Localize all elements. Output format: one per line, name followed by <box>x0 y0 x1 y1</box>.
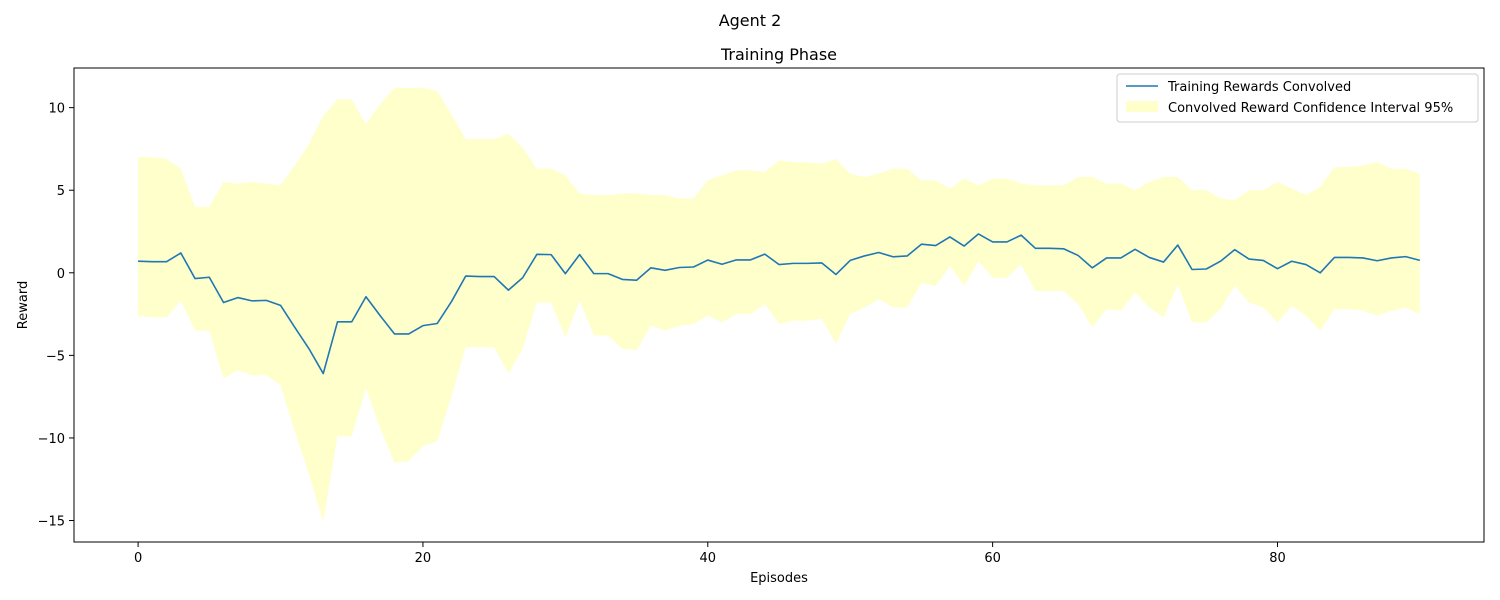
legend-entry-line: Training Rewards Convolved <box>1167 80 1351 95</box>
y-axis-ticks: −15 −10 −5 0 5 10 <box>38 102 74 530</box>
x-tick-label: 40 <box>700 551 717 566</box>
legend-entry-band: Convolved Reward Confidence Interval 95% <box>1168 101 1453 116</box>
y-tick-label: −15 <box>38 515 65 530</box>
training-rewards-line <box>138 233 1421 375</box>
x-tick-label: 0 <box>134 551 142 566</box>
legend: Training Rewards Convolved Convolved Rew… <box>1116 73 1479 123</box>
plot-area <box>73 67 1485 543</box>
confidence-band <box>138 87 1420 523</box>
y-axis-label: Reward <box>16 281 31 329</box>
x-tick-label: 60 <box>984 551 1001 566</box>
y-tick-label: 0 <box>57 267 65 282</box>
x-axis-label: Episodes <box>750 571 808 586</box>
chart-title: Training Phase <box>720 45 837 64</box>
y-tick-label: 5 <box>57 184 65 199</box>
y-tick-label: −10 <box>38 432 65 447</box>
y-tick-label: 10 <box>48 102 65 117</box>
plot-frame <box>73 67 1485 543</box>
legend-box <box>1116 73 1479 123</box>
confidence-band-layer <box>138 87 1420 523</box>
figure-suptitle: Agent 2 <box>719 11 782 30</box>
legend-band-swatch <box>1126 101 1158 112</box>
y-tick-label: −5 <box>46 349 65 364</box>
line-layer <box>138 233 1421 375</box>
x-tick-label: 80 <box>1269 551 1286 566</box>
x-tick-label: 20 <box>415 551 432 566</box>
x-axis-ticks: 0 20 40 60 80 <box>134 542 1286 566</box>
